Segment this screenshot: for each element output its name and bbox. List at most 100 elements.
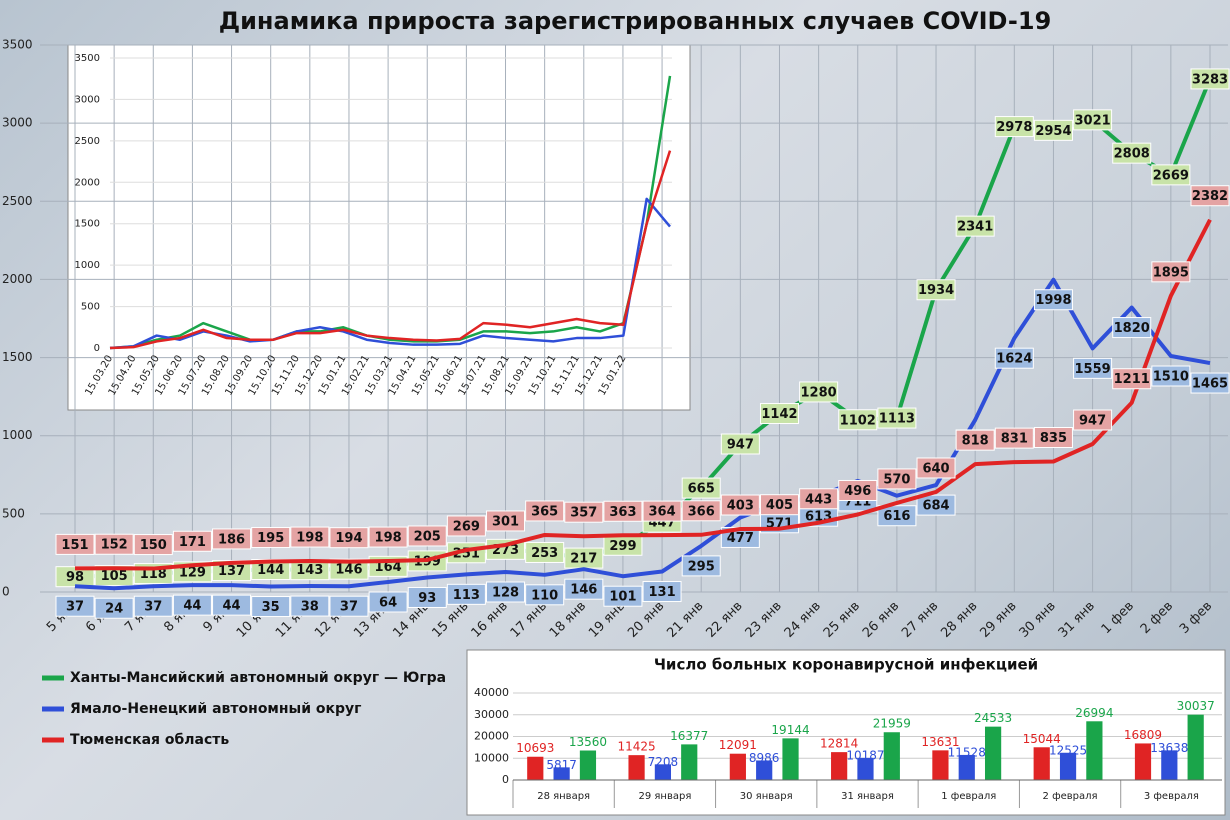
y-tick-label: 1000 [75, 260, 100, 271]
legend-label: Ямало-Ненецкий автономный округ [70, 701, 361, 717]
data-label: 198 [375, 531, 402, 546]
y-tick-label: 3500 [75, 53, 100, 64]
data-label: 151 [61, 538, 88, 553]
data-label-box [838, 479, 878, 501]
data-label-box [329, 527, 369, 549]
x-tick-label: 22 янв [703, 599, 745, 641]
data-label: 35 [262, 600, 280, 615]
x-tick-label: 23 янв [743, 599, 785, 641]
data-label-box [916, 457, 956, 479]
x-tick-label: 30 января [740, 791, 793, 802]
data-label: 11425 [617, 740, 655, 754]
data-label-box [799, 488, 839, 510]
data-label-box [603, 500, 643, 522]
y-tick-label: 0 [502, 773, 509, 786]
data-label-box [1033, 119, 1073, 141]
series-line [109, 150, 672, 350]
data-label-box [94, 597, 134, 619]
data-label: 7208 [648, 755, 679, 769]
data-label-box [603, 585, 643, 607]
bar [782, 738, 799, 780]
data-label: 253 [531, 546, 558, 561]
y-tick-label: 2000 [75, 177, 100, 188]
data-label: 129 [179, 565, 206, 580]
data-label: 113 [453, 588, 480, 603]
y-tick-label: 0 [2, 585, 10, 599]
data-label-box [486, 581, 526, 603]
data-label: 299 [609, 539, 636, 554]
data-label: 16809 [1124, 728, 1162, 742]
x-tick-label: 25 янв [821, 599, 863, 641]
data-label-box [994, 347, 1034, 369]
y-tick-label: 500 [2, 506, 25, 520]
x-tick-label: 29 янв [977, 599, 1019, 641]
chart-title: Динамика прироста зарегистрированных слу… [219, 7, 1052, 35]
data-label-box [1033, 427, 1073, 449]
data-label: 101 [609, 590, 636, 605]
data-label-box [212, 560, 252, 582]
data-label: 37 [144, 600, 162, 615]
x-tick-label: 29 января [639, 791, 692, 802]
data-label-box [407, 586, 447, 608]
data-label: 146 [570, 583, 597, 598]
data-label-box [877, 468, 917, 490]
data-label-box [1073, 109, 1113, 131]
data-label: 10187 [846, 748, 884, 762]
data-label-box [133, 595, 173, 617]
data-label: 477 [727, 531, 754, 546]
data-label-box [368, 526, 408, 548]
data-label-box [877, 505, 917, 527]
data-label-box [759, 403, 799, 425]
bar [984, 726, 1002, 780]
x-tick-label: 30 янв [1017, 599, 1059, 641]
data-label: 2978 [996, 120, 1032, 135]
data-label-box [955, 215, 995, 237]
data-label: 2954 [1035, 124, 1071, 139]
data-label: 198 [296, 531, 323, 546]
data-label-box [799, 381, 839, 403]
data-label-box [133, 534, 173, 556]
data-label: 364 [648, 505, 675, 520]
series-line [74, 218, 1212, 571]
data-label: 171 [179, 535, 206, 550]
data-label-box [251, 596, 291, 618]
data-label-box [368, 591, 408, 613]
data-label-box [525, 541, 565, 563]
x-tick-label: 31 января [841, 791, 894, 802]
data-label: 64 [379, 595, 397, 610]
data-label: 496 [844, 484, 871, 499]
data-label-box [1190, 185, 1230, 207]
data-label-box [172, 594, 212, 616]
data-label: 684 [922, 499, 949, 514]
bar [1086, 721, 1103, 780]
y-tick-label: 3000 [2, 116, 33, 130]
data-label: 217 [570, 552, 597, 567]
data-label: 131 [648, 585, 675, 600]
y-tick-label: 40000 [474, 686, 509, 699]
x-tick-label: 1 февраля [941, 791, 996, 802]
x-tick-label: 24 янв [782, 599, 824, 641]
x-tick-label: 28 янв [938, 599, 980, 641]
data-label-box [681, 477, 721, 499]
data-label: 818 [962, 434, 989, 449]
data-label: 13631 [921, 735, 959, 749]
data-label-box [55, 595, 95, 617]
data-label: 110 [531, 588, 558, 603]
data-label: 1510 [1153, 370, 1189, 385]
data-label: 118 [140, 567, 167, 582]
data-label: 357 [570, 506, 597, 521]
data-label-box [916, 494, 956, 516]
legend-label: Ханты-Мансийский автономный округ — Югра [70, 670, 446, 686]
y-tick-label: 0 [94, 343, 100, 354]
data-label-box [94, 533, 134, 555]
bar [831, 752, 848, 780]
data-label: 11528 [948, 745, 986, 759]
bar [1059, 752, 1077, 780]
data-label: 3283 [1192, 72, 1228, 87]
data-label: 1142 [761, 407, 797, 422]
data-label: 1465 [1192, 377, 1228, 392]
data-label: 144 [257, 563, 284, 578]
x-tick-label: 26 янв [860, 599, 902, 641]
